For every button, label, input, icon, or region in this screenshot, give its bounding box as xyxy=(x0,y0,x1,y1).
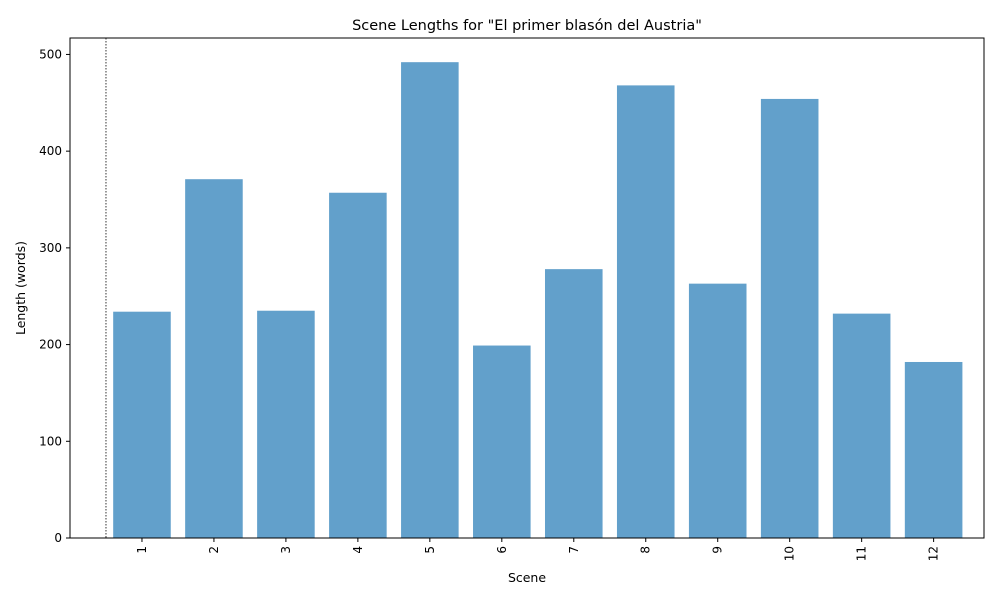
x-tick-label: 11 xyxy=(855,546,869,561)
x-tick-label: 10 xyxy=(783,546,797,561)
bar-scene-8 xyxy=(616,85,675,538)
x-tick-label: 3 xyxy=(279,546,293,554)
bar-scene-1 xyxy=(113,311,171,538)
bars-group xyxy=(113,62,963,538)
y-tick-label: 100 xyxy=(39,434,62,448)
bar-scene-9 xyxy=(688,283,747,538)
bar-scene-10 xyxy=(760,98,819,538)
plot-frame xyxy=(69,37,985,539)
bar-scene-5 xyxy=(401,62,459,538)
x-tick-label: 6 xyxy=(495,546,509,554)
x-tick-label: 2 xyxy=(207,546,221,554)
y-axis-ticks: 0 100 200 300 400 500 xyxy=(39,47,70,545)
bar-scene-3 xyxy=(257,310,315,538)
bar-scene-4 xyxy=(329,192,387,538)
x-tick-label: 9 xyxy=(711,546,725,554)
x-tick-label: 4 xyxy=(351,546,365,554)
x-tick-label: 12 xyxy=(927,546,941,561)
chart-title: Scene Lengths for "El primer blasón del … xyxy=(352,18,702,34)
bar-scene-12 xyxy=(904,361,963,538)
bar-scene-6 xyxy=(473,345,531,538)
bar-scene-2 xyxy=(185,179,243,538)
bar-scene-7 xyxy=(544,269,603,538)
y-tick-label: 200 xyxy=(39,338,62,352)
y-tick-label: 0 xyxy=(54,531,62,545)
x-tick-label: 7 xyxy=(567,546,581,554)
y-tick-label: 500 xyxy=(39,47,62,61)
x-tick-label: 5 xyxy=(423,546,437,554)
x-tick-label: 8 xyxy=(639,546,653,554)
bar-scene-11 xyxy=(832,313,891,538)
y-tick-label: 300 xyxy=(39,241,62,255)
x-tick-label: 1 xyxy=(135,546,149,554)
y-tick-label: 400 xyxy=(39,144,62,158)
x-axis-label: Scene xyxy=(508,570,546,585)
y-axis-label: Length (words) xyxy=(13,241,28,335)
x-axis-ticks: 1 2 3 4 5 6 7 8 9 10 11 12 xyxy=(135,538,941,561)
